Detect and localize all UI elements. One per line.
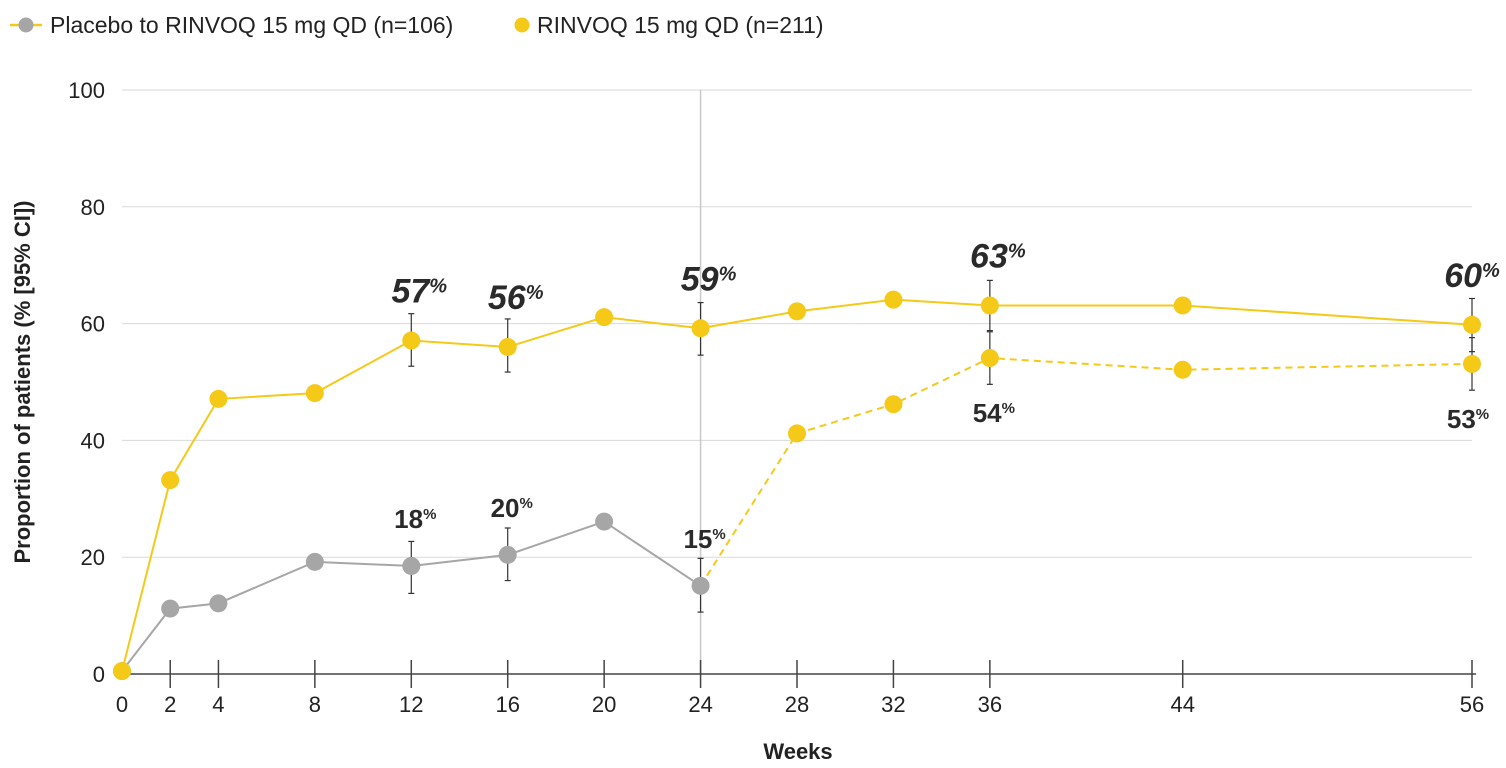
data-point-rinvoq-week-36 [980, 296, 999, 315]
data-point-rinvoq-week-0 [113, 662, 131, 681]
annotation-italic-week-36: 63% [970, 237, 1026, 275]
legend-marker-rinvoq [514, 17, 530, 33]
annotation-value: 54 [973, 398, 1002, 428]
annotation-percent-sign: % [1008, 240, 1026, 262]
annotation-percent-sign: % [429, 276, 447, 298]
data-point-placebo-week-20 [595, 512, 614, 531]
annotation-bold-above-week-12: 18% [394, 504, 436, 534]
x-tick-label-20: 20 [592, 692, 616, 717]
data-point-rinvoq-week-24 [691, 319, 710, 338]
x-axis-title: Weeks [763, 739, 832, 764]
annotation-percent-sign: % [719, 263, 737, 285]
annotation-value: 60 [1444, 257, 1482, 295]
annotation-percent-sign: % [423, 506, 436, 523]
x-tick-label-36: 36 [978, 692, 1002, 717]
annotation-percent-sign: % [526, 282, 544, 304]
series-line-switch [699, 357, 1473, 587]
x-tick-label-0: 0 [116, 692, 128, 717]
annotation-percent-sign: % [712, 526, 725, 543]
annotation-percent-sign: % [1482, 260, 1500, 282]
y-tick-label-60: 60 [81, 312, 105, 337]
data-point-rinvoq-week-20 [595, 308, 614, 327]
annotation-percent-sign: % [1002, 400, 1015, 417]
x-tick-label-12: 12 [399, 692, 423, 717]
data-point-placebo-week-12 [402, 556, 421, 575]
data-point-rinvoq-week-44 [1173, 296, 1192, 315]
annotation-percent-sign: % [520, 495, 533, 512]
annotation-value: 20 [491, 493, 520, 523]
x-tick-label-4: 4 [212, 692, 224, 717]
data-point-placebo-week-2 [161, 599, 180, 618]
annotation-value: 63 [970, 237, 1008, 275]
x-tick-label-2: 2 [164, 692, 176, 717]
y-tick-label-40: 40 [81, 428, 105, 453]
legend-label-placebo: Placebo to RINVOQ 15 mg QD (n=106) [50, 12, 453, 38]
data-point-placebo-week-16 [498, 545, 517, 564]
data-point-placebo-week-24 [691, 576, 710, 595]
x-tick-label-32: 32 [881, 692, 905, 717]
annotation-value: 53 [1447, 404, 1476, 434]
x-tick-label-56: 56 [1460, 692, 1484, 717]
data-point-rinvoq-week-2 [161, 471, 180, 490]
data-point-switch-week-44 [1173, 360, 1192, 379]
data-point-switch-week-56 [1463, 354, 1481, 373]
data-point-rinvoq-week-16 [498, 337, 517, 356]
annotation-bold-above-week-24: 15% [683, 524, 725, 554]
annotations: 57% 56% 59% 63%60%18% 20%15%54% 53% [391, 237, 1500, 553]
x-tick-label-44: 44 [1170, 692, 1194, 717]
x-tick-label-28: 28 [785, 692, 809, 717]
annotation-value: 15 [683, 524, 712, 554]
annotation-bold-below-week-36: 54% [973, 398, 1015, 428]
data-point-rinvoq-week-8 [305, 384, 324, 403]
data-point-rinvoq-week-32 [884, 290, 903, 309]
annotation-value: 18 [394, 504, 423, 534]
data-point-rinvoq-week-12 [402, 331, 421, 350]
annotation-value: 56 [488, 279, 527, 317]
annotation-percent-sign: % [1476, 406, 1489, 423]
legend-label-rinvoq: RINVOQ 15 mg QD (n=211) [537, 12, 824, 38]
annotation-bold-above-week-16: 20% [491, 493, 533, 523]
y-tick-label-0: 0 [93, 662, 105, 687]
x-tick-label-24: 24 [688, 692, 712, 717]
data-point-rinvoq-week-4 [209, 389, 228, 408]
y-tick-label-80: 80 [81, 195, 105, 220]
data-point-placebo-week-4 [209, 594, 228, 613]
x-tick-label-8: 8 [309, 692, 321, 717]
y-tick-label-100: 100 [68, 78, 105, 103]
data-point-switch-week-28 [788, 424, 806, 443]
data-point-switch-week-32 [884, 395, 903, 414]
annotation-value: 57 [391, 273, 431, 311]
data-point-rinvoq-week-28 [788, 302, 806, 321]
y-axis-title: Proportion of patients (% [95% CI]) [10, 201, 35, 564]
annotation-value: 59 [681, 260, 719, 298]
x-tick-label-16: 16 [495, 692, 519, 717]
data-point-placebo-week-8 [305, 552, 324, 571]
y-tick-label-20: 20 [81, 545, 105, 570]
series [113, 279, 1481, 681]
legend: Placebo to RINVOQ 15 mg QD (n=106) RINVO… [10, 12, 824, 38]
annotation-italic-week-16: 56% [488, 279, 544, 317]
legend-item-rinvoq: RINVOQ 15 mg QD (n=211) [514, 12, 824, 38]
annotation-italic-week-12: 57% [391, 273, 447, 311]
legend-marker-placebo [18, 17, 34, 33]
annotation-italic-week-56: 60% [1444, 257, 1500, 295]
data-point-switch-week-36 [980, 349, 999, 368]
annotation-bold-below-week-56: 53% [1447, 404, 1489, 434]
series-line-rinvoq [121, 298, 1473, 672]
annotation-italic-week-24: 59% [681, 260, 737, 298]
data-point-rinvoq-week-56 [1463, 315, 1481, 334]
grid [122, 89, 1472, 674]
legend-item-placebo: Placebo to RINVOQ 15 mg QD (n=106) [10, 12, 453, 38]
